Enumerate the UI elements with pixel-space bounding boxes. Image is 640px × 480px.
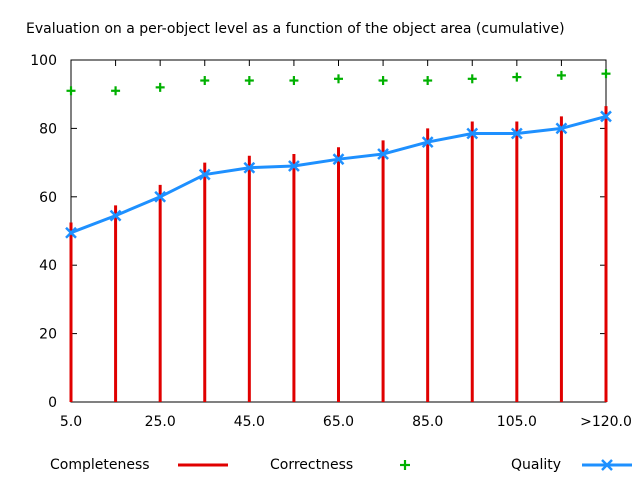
- quality-point: [288, 160, 300, 172]
- x-tick-label: 85.0: [412, 414, 443, 430]
- correctness-point: [423, 76, 433, 86]
- x-axis: 5.0 25.0 45.0 65.0 85.0 105.0 >120.0: [60, 60, 632, 430]
- correctness-point: [334, 74, 343, 84]
- y-axis: 0 20 40 60 80 100: [30, 53, 606, 411]
- quality-point: [377, 148, 389, 160]
- quality-point-stroke: [377, 148, 389, 160]
- correctness-point: [512, 72, 522, 82]
- x-tick-label: 45.0: [234, 414, 265, 430]
- legend-item-quality: Quality: [511, 457, 632, 473]
- quality-point: [466, 127, 479, 140]
- quality-point-stroke: [109, 209, 122, 222]
- quality-point: [332, 153, 345, 166]
- legend: Completeness Correctness Quality: [50, 457, 632, 473]
- y-tick-label: 40: [39, 258, 57, 274]
- quality-point-stroke: [154, 190, 167, 203]
- correctness-point: [467, 74, 477, 84]
- quality-point-stroke: [421, 136, 434, 148]
- quality-point-stroke: [332, 153, 345, 166]
- y-tick-label: 100: [30, 53, 57, 69]
- quality-point-stroke: [243, 161, 256, 174]
- quality-point: [154, 190, 167, 203]
- correctness-point: [244, 76, 254, 86]
- y-tick-label: 0: [48, 395, 57, 411]
- quality-series: [65, 110, 612, 239]
- quality-point-stroke: [288, 160, 300, 172]
- correctness-series: [66, 69, 611, 96]
- quality-point-stroke: [65, 226, 77, 239]
- y-tick-label: 80: [39, 121, 57, 137]
- x-tick-label: 105.0: [497, 414, 537, 430]
- quality-point: [243, 161, 256, 174]
- quality-point: [510, 127, 523, 140]
- correctness-point: [556, 70, 566, 80]
- correctness-point: [155, 82, 165, 92]
- x-tick-label: >120.0: [580, 414, 632, 430]
- x-tick-label: 25.0: [145, 414, 176, 430]
- quality-point: [555, 122, 568, 135]
- legend-label-quality: Quality: [511, 457, 561, 473]
- x-tick-label: 65.0: [323, 414, 354, 430]
- quality-point-stroke: [510, 127, 523, 140]
- quality-point-stroke: [466, 127, 479, 140]
- correctness-point: [200, 76, 210, 86]
- quality-point: [65, 226, 77, 239]
- quality-point-stroke: [198, 168, 211, 181]
- legend-label-correctness: Correctness: [270, 457, 353, 473]
- quality-point: [198, 168, 211, 181]
- y-tick-label: 60: [39, 190, 57, 206]
- quality-point: [109, 209, 122, 222]
- quality-point: [421, 136, 434, 148]
- legend-swatch-quality-marker: [601, 459, 613, 471]
- x-tick-label: 5.0: [60, 414, 82, 430]
- legend-item-correctness: Correctness: [270, 457, 410, 473]
- legend-item-completeness: Completeness: [50, 457, 228, 473]
- legend-swatch-correctness: [400, 460, 410, 470]
- quality-point-stroke: [600, 110, 612, 123]
- chart-title: Evaluation on a per-object level as a fu…: [26, 21, 565, 37]
- completeness-series: [69, 106, 608, 402]
- correctness-point: [66, 86, 76, 96]
- quality-point: [600, 110, 612, 123]
- correctness-point: [601, 69, 611, 79]
- legend-label-completeness: Completeness: [50, 457, 150, 473]
- quality-point-stroke: [555, 122, 568, 135]
- correctness-point: [111, 86, 121, 96]
- y-tick-label: 20: [39, 327, 57, 343]
- correctness-point: [289, 76, 299, 86]
- correctness-point: [378, 76, 388, 86]
